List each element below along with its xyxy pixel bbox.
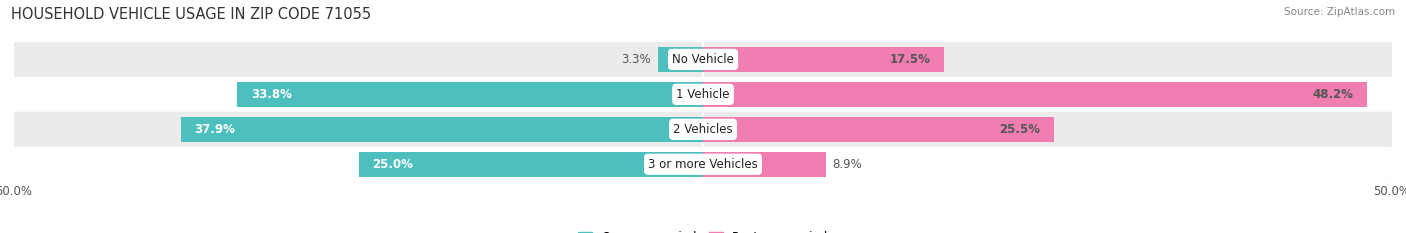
- Text: 17.5%: 17.5%: [890, 53, 931, 66]
- FancyBboxPatch shape: [14, 112, 1392, 147]
- Bar: [703, 47, 945, 72]
- Bar: [238, 82, 703, 107]
- Text: 33.8%: 33.8%: [252, 88, 292, 101]
- Text: 8.9%: 8.9%: [832, 158, 862, 171]
- Text: 2 Vehicles: 2 Vehicles: [673, 123, 733, 136]
- Legend: Owner-occupied, Renter-occupied: Owner-occupied, Renter-occupied: [572, 226, 834, 233]
- Text: 48.2%: 48.2%: [1312, 88, 1354, 101]
- Text: 37.9%: 37.9%: [194, 123, 235, 136]
- Text: 25.0%: 25.0%: [373, 158, 413, 171]
- Bar: [703, 117, 1054, 142]
- Text: No Vehicle: No Vehicle: [672, 53, 734, 66]
- Text: Source: ZipAtlas.com: Source: ZipAtlas.com: [1284, 7, 1395, 17]
- Text: 1 Vehicle: 1 Vehicle: [676, 88, 730, 101]
- Text: 3.3%: 3.3%: [621, 53, 651, 66]
- Text: HOUSEHOLD VEHICLE USAGE IN ZIP CODE 71055: HOUSEHOLD VEHICLE USAGE IN ZIP CODE 7105…: [11, 7, 371, 22]
- FancyBboxPatch shape: [14, 77, 1392, 112]
- Bar: [703, 82, 1367, 107]
- Text: 25.5%: 25.5%: [1000, 123, 1040, 136]
- Bar: [703, 152, 825, 177]
- FancyBboxPatch shape: [14, 147, 1392, 182]
- Bar: [181, 117, 703, 142]
- Text: 3 or more Vehicles: 3 or more Vehicles: [648, 158, 758, 171]
- Bar: [359, 152, 703, 177]
- Bar: [658, 47, 703, 72]
- FancyBboxPatch shape: [14, 42, 1392, 77]
